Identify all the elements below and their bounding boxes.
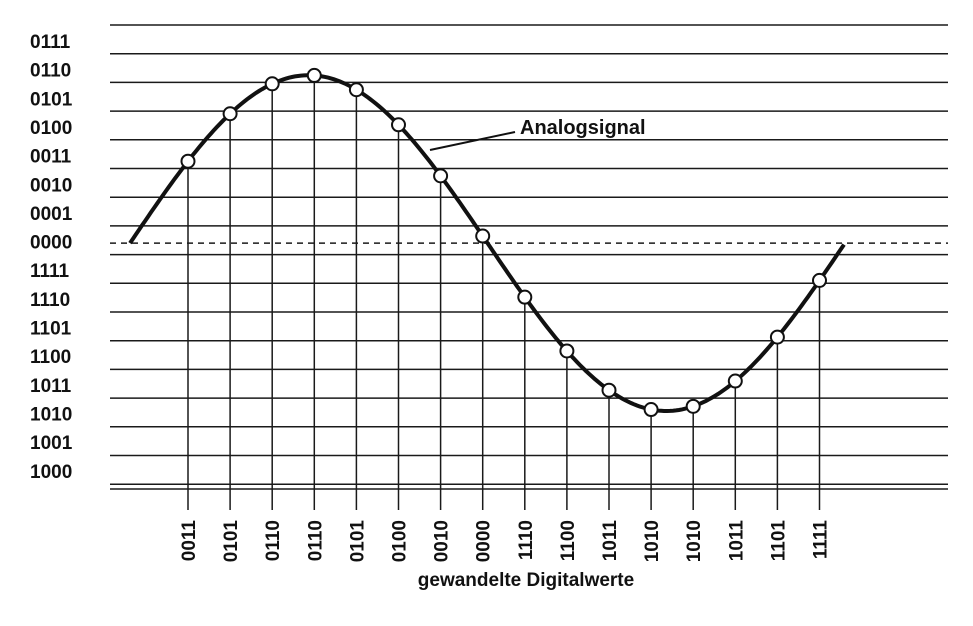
sample-code-label: 0011 — [179, 520, 200, 562]
x-axis-title: gewandelte Digitalwerte — [418, 570, 634, 591]
sample-point — [812, 272, 827, 288]
sample-point — [306, 67, 322, 83]
sample-code-label: 1010 — [642, 520, 663, 562]
sample-point — [769, 329, 785, 345]
analog-signal-curve — [128, 73, 846, 413]
annotation-leader-line — [429, 131, 516, 151]
sample-point — [727, 373, 743, 389]
y-tick-label: 1001 — [30, 433, 73, 454]
y-tick-label: 0100 — [30, 118, 72, 139]
sample-code-label: 1101 — [768, 520, 789, 562]
y-tick-label: 1010 — [30, 404, 72, 425]
sample-code-label: 1011 — [600, 520, 621, 562]
sample-point — [222, 106, 238, 122]
sample-point — [643, 402, 659, 418]
sample-code-label: 0110 — [263, 520, 284, 561]
x-axis-code-labels: 0011 0101 0110 0110 0101 0100 0010 0000 1110 1100… — [179, 520, 832, 563]
y-tick-label: 1011 — [30, 376, 72, 397]
sample-code-label: 0101 — [347, 520, 368, 563]
sample-point — [475, 228, 491, 244]
y-tick-label: 0110 — [30, 61, 71, 82]
sample-code-label: 0110 — [305, 520, 326, 561]
sample-point — [601, 382, 617, 398]
sample-point — [264, 76, 280, 92]
sample-point — [348, 82, 364, 98]
y-tick-label: 1101 — [30, 319, 72, 340]
y-tick-label: 0101 — [30, 89, 73, 110]
sample-code-label: 1011 — [726, 520, 747, 562]
sample-code-label: 0010 — [432, 520, 453, 562]
sample-point — [180, 153, 196, 169]
y-tick-label: 1111 — [30, 261, 70, 282]
sample-point — [391, 117, 406, 133]
sample-code-label: 0101 — [221, 520, 242, 563]
y-tick-label: 0010 — [30, 175, 72, 196]
y-tick-label: 1000 — [30, 462, 72, 483]
y-tick-label: 1100 — [30, 347, 71, 368]
quantization-grid — [110, 24, 948, 490]
sample-point — [559, 343, 575, 359]
y-tick-label: 0001 — [30, 204, 73, 225]
sample-point — [517, 289, 533, 305]
sample-code-label: 0000 — [474, 520, 495, 562]
sample-code-label: 1110 — [516, 520, 537, 560]
sample-stems — [187, 75, 821, 510]
sample-code-label: 1010 — [684, 520, 705, 562]
y-tick-label: 0000 — [30, 233, 72, 254]
y-axis-code-labels: 0111 0110 0101 0100 0011 0010 0001 0000 1111 1110… — [30, 32, 73, 483]
y-tick-label: 0111 — [30, 32, 71, 53]
sample-code-label: 1100 — [558, 520, 579, 561]
sample-markers — [180, 67, 827, 418]
sample-point — [685, 398, 701, 414]
analog-signal-annotation: Analogsignal — [520, 117, 646, 139]
sample-code-label: 1111 — [811, 520, 832, 560]
sample-code-label: 0100 — [390, 520, 411, 562]
sample-point — [433, 168, 449, 184]
y-tick-label: 1110 — [30, 290, 70, 311]
y-tick-label: 0011 — [30, 147, 72, 168]
